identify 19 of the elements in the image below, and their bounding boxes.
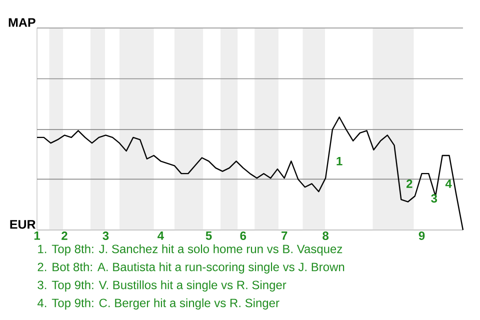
text: 3. Top 9th: V. Bustillos hit a single vs R. Singer: [38, 280, 286, 292]
x-tick-label: 7: [282, 232, 288, 240]
x-tick-label: 8: [322, 232, 329, 240]
annotation: 3: [431, 194, 438, 203]
annotation: 1: [336, 157, 342, 166]
annotation: 2: [406, 180, 412, 188]
x-tick-label: 1: [34, 232, 40, 240]
text: 1. Top 8th: J. Sanchez hit a solo home run vs B. Vasquez: [38, 244, 342, 256]
x-tick-label: 5: [206, 232, 212, 240]
x-tick-label: 9: [418, 232, 425, 240]
x-tick-label: 4: [158, 232, 164, 240]
text: 2. Bot 8th: A. Bautista hit a run-scoring single vs J. Brown: [38, 262, 344, 274]
ref-line-label: EUR: [10, 220, 36, 229]
text: 4. Top 9th: C. Berger hit a single vs R. Singer: [37, 298, 280, 310]
x-tick-label: 6: [240, 232, 246, 240]
x-tick-label: 3: [102, 232, 109, 240]
ref-line-label: MAP: [8, 18, 36, 27]
x-tick-label: 2: [62, 232, 68, 240]
annotation: 4: [445, 180, 452, 188]
